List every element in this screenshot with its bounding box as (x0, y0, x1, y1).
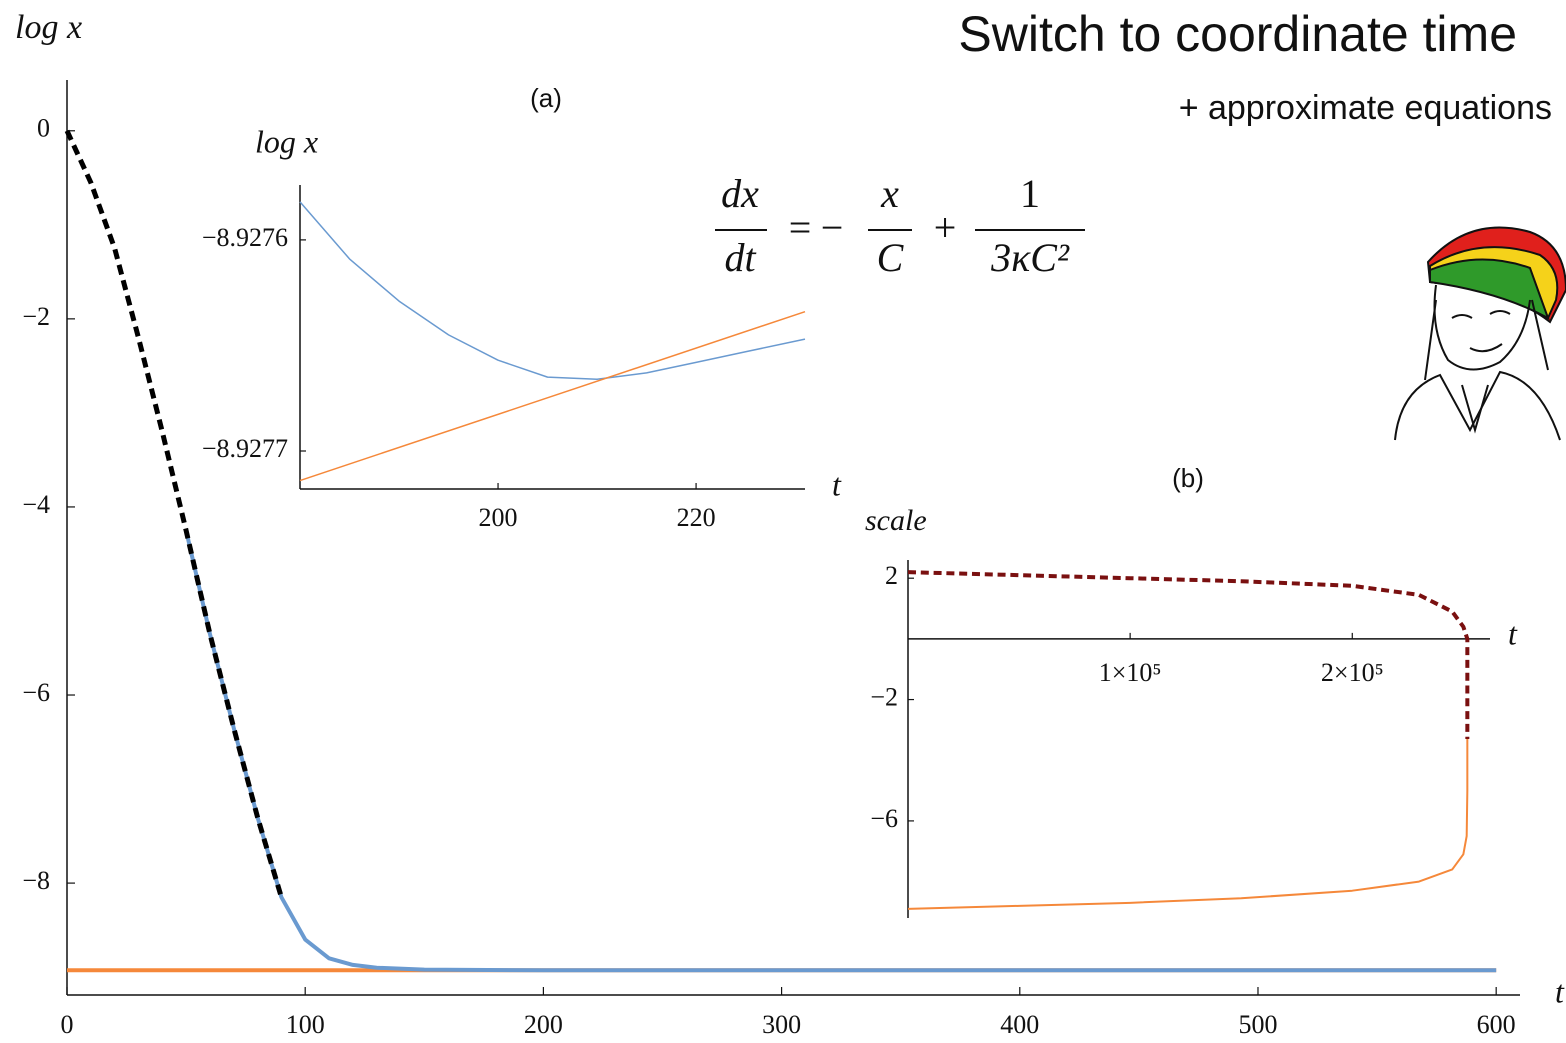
y-tick-label: −6 (22, 678, 50, 707)
eq-text: C (877, 235, 905, 280)
equation: dx dt = − x C + 1 3κC² (715, 171, 1085, 280)
eq-text: + (934, 205, 957, 250)
x-tick-label: 200 (524, 1010, 563, 1039)
x-axis-label: t (1555, 973, 1565, 1009)
panel-label: (b) (1172, 463, 1204, 493)
x-tick-label: 2×10⁵ (1321, 658, 1384, 687)
y-tick-label: −2 (22, 302, 50, 331)
eq-text: dx (721, 171, 759, 216)
cartoon (1394, 226, 1566, 441)
x-tick-label: 200 (479, 503, 518, 532)
y-tick-label: −8 (22, 866, 50, 895)
panel-label: (a) (530, 83, 562, 113)
x-tick-label: 1×10⁵ (1099, 658, 1162, 687)
x-tick-label: 500 (1238, 1010, 1277, 1039)
x-tick-label: 600 (1477, 1010, 1516, 1039)
y-tick-label: −2 (870, 683, 898, 712)
eq-text: x (880, 171, 899, 216)
data-line (907, 570, 1470, 739)
eq-text: = (789, 205, 812, 250)
x-tick-label: 220 (677, 503, 716, 532)
data-line (907, 739, 1469, 910)
y-tick-label: −6 (870, 804, 898, 833)
x-tick-label: 400 (1000, 1010, 1039, 1039)
data-line (299, 310, 806, 482)
y-tick-label: −8.9276 (202, 223, 288, 252)
y-axis-label: log x (255, 123, 318, 159)
slide-subtitle: + approximate equations (1179, 89, 1552, 127)
eq-text: 1 (1020, 171, 1040, 216)
eq-text: dt (724, 235, 756, 280)
data-line (299, 201, 806, 380)
y-axis-label: log x (15, 9, 82, 46)
data-line (184, 530, 1497, 973)
y-tick-label: 2 (885, 561, 898, 590)
eq-text: − (821, 205, 844, 250)
y-tick-label: 0 (37, 114, 50, 143)
eq-text: 3κC² (990, 235, 1070, 280)
slide-title: Switch to coordinate time (958, 6, 1517, 62)
x-axis-label: t (1508, 615, 1518, 651)
y-tick-label: −4 (22, 490, 50, 519)
x-axis-label: t (832, 466, 842, 502)
y-axis-label: scale (865, 504, 927, 537)
y-tick-label: −8.9277 (202, 434, 288, 463)
x-tick-label: 300 (762, 1010, 801, 1039)
x-tick-label: 0 (61, 1010, 74, 1039)
x-tick-label: 100 (286, 1010, 325, 1039)
